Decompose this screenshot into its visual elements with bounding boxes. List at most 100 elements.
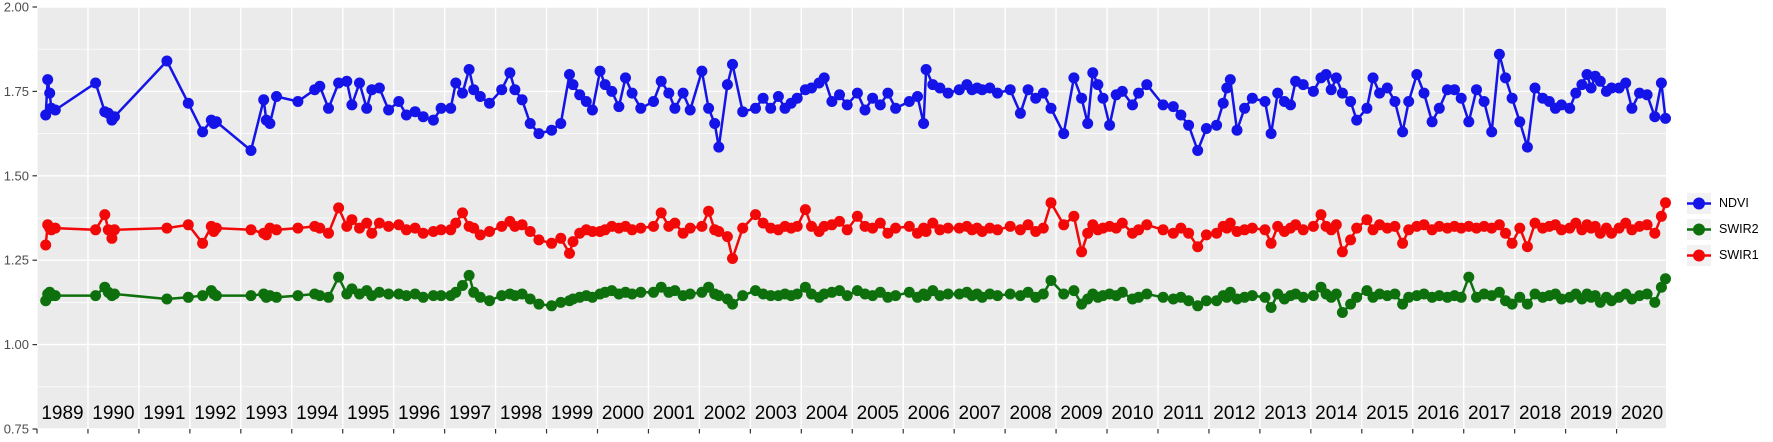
data-point [721,79,733,91]
legend: NDVI SWIR2 SWIR1 [1687,193,1759,266]
data-point [417,227,429,239]
data-point [533,298,545,310]
data-point [1104,119,1116,131]
series-SWIR2 [40,269,1671,318]
data-point [516,219,528,231]
data-point [1463,116,1475,128]
data-point [834,89,845,101]
data-point [1183,227,1195,239]
data-point [882,87,894,99]
data-point [1345,234,1357,246]
data-point [655,207,667,219]
data-point [1231,124,1243,136]
data-point [1330,72,1342,84]
x-axis-year-label: 2015 [1366,403,1408,424]
data-point [684,222,696,234]
data-point [1576,79,1588,91]
data-point [635,286,647,298]
data-point [903,286,915,298]
data-point [1381,82,1393,94]
data-point [1192,241,1204,253]
data-point [677,87,689,99]
data-point [920,64,932,75]
data-point [90,77,102,89]
data-point [1521,141,1533,153]
x-axis-year-label: 2017 [1468,403,1510,424]
data-point [890,222,902,234]
data-point [292,290,304,302]
data-point [684,288,696,300]
data-point [1211,119,1223,131]
data-point [750,209,761,221]
data-point [1239,102,1251,114]
data-point [161,222,173,234]
data-point [1320,69,1332,80]
data-point [920,226,932,237]
data-point [373,217,385,229]
data-point [648,220,659,232]
data-point [450,217,462,229]
data-point [1500,227,1511,239]
x-axis-year-label: 2011 [1163,403,1204,424]
data-point [258,94,270,106]
data-point [210,222,222,234]
y-axis-tick-label: 2.00 [4,0,29,15]
data-point [727,253,738,264]
data-point [1297,224,1309,236]
data-point [737,222,749,234]
data-point [1157,99,1169,111]
data-point [323,291,334,303]
data-point [799,204,811,216]
data-point [1307,290,1319,302]
y-axis-tick-label: 1.25 [4,253,29,268]
data-point [1224,286,1236,298]
data-point [346,214,358,226]
y-axis-tick-label: 1.00 [4,337,29,352]
data-point [727,58,738,70]
data-point [1389,96,1401,107]
x-axis-year-label: 2006 [908,403,950,424]
data-point [1655,210,1667,222]
data-point [859,104,871,116]
data-point [42,74,54,86]
data-point [1433,102,1445,114]
data-point [1514,222,1526,234]
x-axis-year-label: 1996 [398,403,440,424]
y-axis-tick-label: 1.75 [4,84,29,99]
data-point [292,96,304,107]
data-point [1455,291,1467,303]
data-point [109,224,120,236]
data-point [1403,96,1415,107]
data-point [1272,87,1284,99]
data-point [1330,219,1342,231]
data-point [918,118,930,129]
data-point [727,298,738,310]
data-point [1141,79,1153,91]
x-axis: 1989 1990 1991 1992 1993 1994 1995 1996 1997 1998… [36,403,1663,434]
data-point [161,55,173,67]
data-point [435,224,447,236]
data-point [1004,288,1016,300]
data-point [1285,99,1296,111]
data-point [903,220,915,232]
data-point [1455,92,1467,104]
data-point [1192,300,1204,312]
x-axis-year-label: 1994 [296,403,339,424]
data-point [323,102,334,114]
data-point [1641,219,1653,231]
data-point [383,104,395,116]
data-point [696,220,708,232]
data-point [626,224,638,236]
data-point [435,290,447,302]
data-point [1307,85,1319,97]
data-point [99,209,111,221]
data-point [1127,99,1138,111]
data-point [841,224,853,236]
data-point [427,114,439,126]
data-point [737,106,749,118]
data-point [435,102,447,114]
data-point [49,222,61,234]
data-point [626,87,638,99]
data-point [516,288,528,300]
data-point [210,290,222,302]
